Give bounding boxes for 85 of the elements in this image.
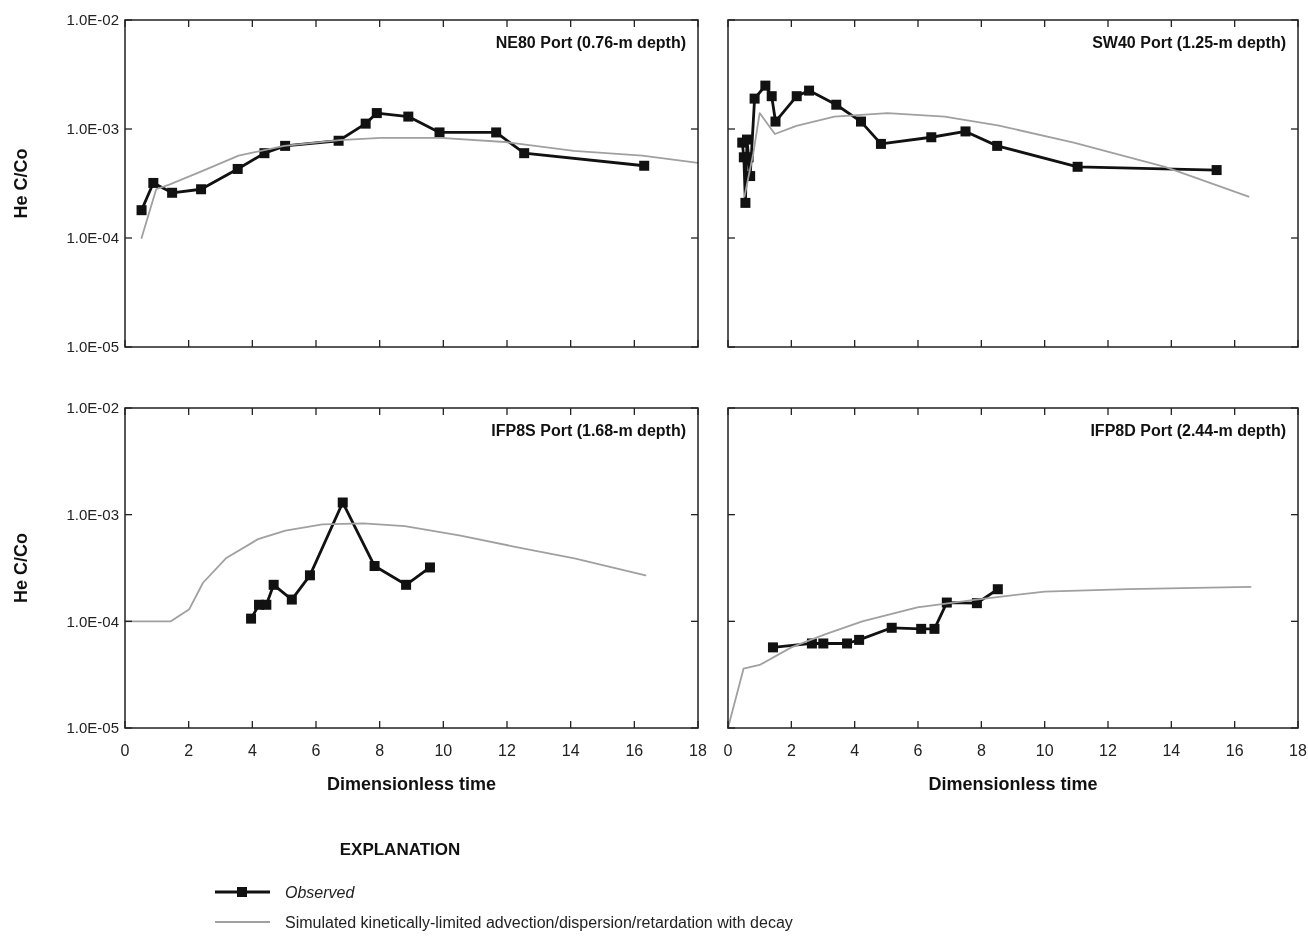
point	[854, 634, 865, 645]
point	[886, 622, 897, 633]
y-tick-label: 1.0E-04	[66, 229, 119, 247]
point	[916, 623, 927, 634]
point	[434, 127, 445, 138]
point	[268, 579, 279, 590]
point	[960, 126, 971, 137]
point	[1072, 161, 1083, 172]
legend-label: Observed	[285, 883, 356, 901]
text: IFP8S Port (1.68-m depth)	[491, 422, 686, 439]
y-axis-title: He C/Co	[11, 532, 31, 604]
point	[246, 613, 257, 624]
x-tick-label: 12	[1099, 742, 1117, 759]
x-tick-label: 8	[375, 742, 385, 759]
point	[856, 116, 866, 127]
point	[767, 642, 778, 653]
x-tick-label: 6	[311, 742, 321, 759]
text: SW40 Port (1.25-m depth)	[1092, 34, 1286, 51]
y-tick-label: 1.0E-02	[66, 11, 119, 29]
point	[232, 163, 243, 174]
point	[371, 108, 382, 119]
y-tick-label: 1.0E-05	[66, 338, 119, 356]
point	[369, 561, 380, 572]
x-tick-label: 4	[850, 742, 860, 759]
point	[304, 570, 315, 581]
point	[424, 562, 435, 573]
x-tick-label: 10	[434, 742, 453, 759]
point	[148, 177, 159, 188]
point	[403, 111, 414, 122]
point	[992, 584, 1003, 595]
point	[926, 132, 937, 143]
x-tick-label: 8	[976, 742, 986, 759]
y-axis-title: He C/Co	[11, 148, 31, 219]
y-tick-label: 1.0E-03	[66, 120, 119, 138]
x-tick-label: 14	[1162, 742, 1181, 759]
point	[875, 138, 886, 149]
y-tick-label: 1.0E-04	[66, 612, 119, 630]
point	[740, 197, 751, 208]
point	[804, 85, 815, 96]
line-series	[124, 522, 647, 623]
legend-title: EXPLANATION	[339, 840, 461, 859]
point	[842, 638, 853, 649]
point	[491, 127, 502, 138]
x-tick-label: 18	[689, 742, 707, 759]
point	[742, 134, 752, 145]
point	[639, 160, 650, 171]
x-tick-label: 16	[625, 742, 644, 759]
y-tick-label: 1.0E-02	[66, 399, 119, 417]
x-tick-label: 12	[498, 742, 516, 759]
x-tick-label: 0	[120, 742, 130, 759]
y-tick-label: 1.0E-05	[66, 719, 119, 737]
point	[992, 140, 1003, 151]
x-tick-label: 6	[913, 742, 923, 759]
point	[167, 187, 178, 198]
point	[136, 205, 147, 216]
x-tick-label: 10	[1035, 742, 1054, 759]
point	[286, 594, 297, 605]
point	[831, 99, 842, 110]
point	[1211, 165, 1222, 176]
x-tick-label: 2	[184, 742, 194, 759]
point	[401, 579, 412, 590]
point	[929, 623, 940, 634]
y-tick-label: 1.0E-03	[66, 505, 119, 523]
point	[519, 148, 530, 159]
x-tick-label: 16	[1225, 742, 1244, 759]
point	[791, 91, 802, 102]
x-tick-label: 18	[1289, 742, 1307, 759]
text: IFP8D Port (2.44-m depth)	[1090, 422, 1286, 439]
point	[196, 184, 207, 195]
x-tick-label: 0	[723, 742, 733, 759]
text: NE80 Port (0.76-m depth)	[495, 34, 686, 51]
point	[337, 497, 348, 508]
point	[818, 638, 829, 649]
point	[770, 116, 781, 127]
point	[360, 118, 371, 129]
x-axis-title: Dimensionless time	[928, 774, 1098, 794]
point	[766, 91, 777, 102]
x-tick-label: 14	[561, 742, 580, 759]
x-axis-title: Dimensionless time	[326, 774, 497, 794]
point	[749, 93, 760, 104]
x-tick-label: 2	[786, 742, 796, 759]
x-tick-label: 4	[247, 742, 257, 759]
legend-label: Simulated kinetically-limited advection/dispersion/retardation with decay	[285, 913, 793, 931]
point	[760, 80, 771, 91]
point	[261, 599, 272, 610]
